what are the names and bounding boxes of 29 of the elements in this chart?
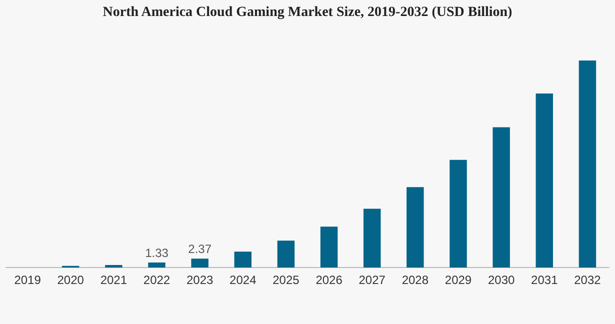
bar bbox=[277, 240, 295, 268]
x-tick-label: 2030 bbox=[488, 273, 515, 288]
bar bbox=[578, 60, 596, 268]
x-tick-label: 2031 bbox=[531, 273, 558, 288]
bar bbox=[450, 160, 467, 268]
x-tick-label: 2020 bbox=[57, 273, 84, 288]
x-tick-label: 2025 bbox=[272, 273, 300, 288]
x-tick-label: 2021 bbox=[100, 273, 128, 288]
data-label: 1.33 bbox=[145, 246, 169, 260]
x-tick-label: 2028 bbox=[402, 273, 429, 288]
data-label: 2.37 bbox=[188, 242, 212, 256]
x-tick-label: 2023 bbox=[186, 273, 214, 288]
bar bbox=[191, 258, 208, 268]
x-tick-label: 2027 bbox=[358, 273, 386, 288]
bar bbox=[363, 208, 381, 268]
x-tick-label: 2026 bbox=[316, 273, 343, 288]
bar bbox=[536, 93, 554, 268]
bar bbox=[105, 264, 122, 268]
x-tick-label: 2024 bbox=[230, 273, 257, 288]
bar bbox=[234, 252, 252, 268]
bar bbox=[320, 226, 338, 268]
x-tick-label: 2022 bbox=[143, 273, 170, 288]
bar bbox=[406, 187, 424, 268]
x-tick-label: 2032 bbox=[574, 273, 602, 288]
bar bbox=[148, 262, 166, 268]
x-tick-label: 2029 bbox=[444, 273, 472, 288]
chart-title: North America Cloud Gaming Market Size, 2019-2032 (USD Billion) bbox=[102, 4, 514, 22]
bar bbox=[492, 127, 510, 268]
x-tick-label: 2019 bbox=[14, 273, 42, 288]
